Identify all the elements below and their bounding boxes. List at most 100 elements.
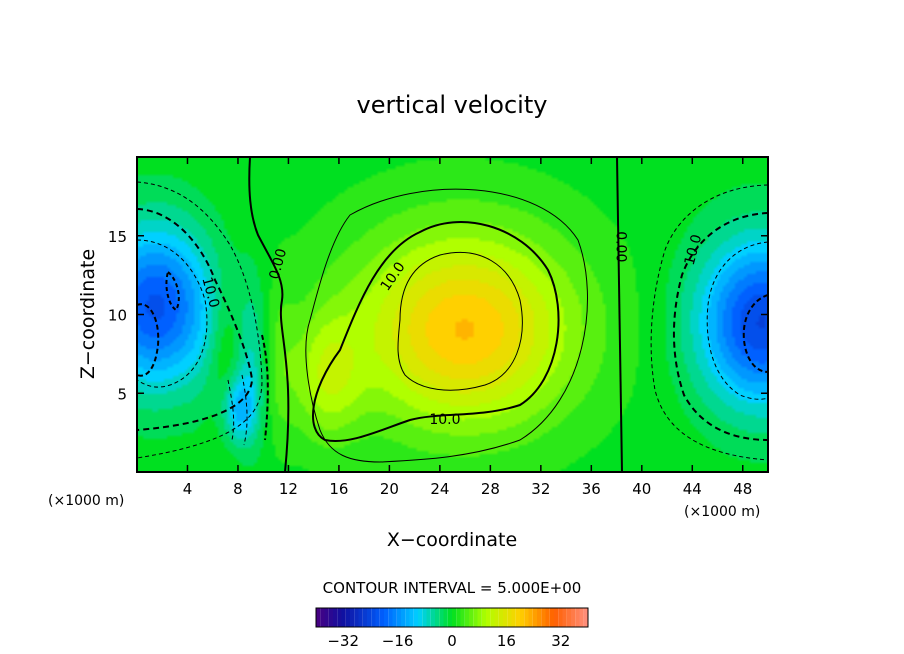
y-tick-label: 5: [117, 385, 127, 403]
colorbar-segment: [362, 607, 368, 628]
x-tick-label: 24: [430, 480, 449, 498]
colorbar-tick-label: 16: [497, 632, 516, 650]
colorbar-segment: [511, 608, 517, 627]
colorbar-segment: [460, 608, 466, 627]
colorbar-segment: [396, 607, 402, 628]
colorbar-segment: [337, 607, 343, 628]
updraft-contour-15: [397, 251, 523, 391]
band-contour-1: [227, 379, 235, 441]
chart-title: vertical velocity: [357, 91, 548, 119]
colorbar-segment: [473, 607, 479, 628]
x-tick-label: 8: [233, 480, 243, 498]
x-tick-label: 48: [733, 480, 752, 498]
y-tick-label: 15: [108, 228, 127, 246]
colorbar-segment: [367, 608, 372, 627]
colorbar-segment: [579, 608, 585, 627]
contour-label: 0.00: [612, 231, 628, 262]
colorbar-segment: [358, 608, 364, 627]
colorbar-segment: [409, 608, 415, 627]
colorbar-segment: [490, 607, 496, 628]
contour-label: 10.0: [198, 275, 222, 309]
colorbar: −32 −16 0 16 32: [315, 607, 589, 650]
colorbar-stripes: [315, 607, 589, 628]
colorbar-tick-label: 0: [447, 632, 457, 650]
colorbar-segment: [443, 608, 449, 627]
colorbar-segment: [350, 608, 355, 627]
colorbar-tick-label: −16: [382, 632, 414, 650]
y-axis-label: Z−coordinate: [77, 249, 99, 379]
colorbar-segment: [566, 607, 572, 628]
colorbar-segment: [316, 608, 321, 627]
colorbar-segment: [554, 608, 559, 627]
colorbar-segment: [520, 608, 525, 627]
x-tick-label: 16: [329, 480, 348, 498]
x-tick-label: 44: [683, 480, 702, 498]
downdraft-right-contour-15: [706, 241, 768, 400]
colorbar-tick-label: −32: [327, 632, 359, 650]
downdraft-left-contour-15: [137, 239, 208, 388]
colorbar-segment: [345, 607, 351, 628]
colorbar-segment: [532, 607, 538, 628]
colorbar-segment: [456, 607, 462, 628]
colorbar-segment: [477, 608, 483, 627]
contour-interval-note: CONTOUR INTERVAL = 5.000E+00: [323, 579, 582, 597]
x-axis-label: X−coordinate: [387, 529, 517, 551]
colorbar-segment: [469, 608, 474, 627]
contour-lines: [137, 157, 768, 472]
colorbar-ticks: −32 −16 0 16 32: [327, 632, 570, 650]
x-tick-label: 20: [380, 480, 399, 498]
zero-contour-right: [616, 157, 623, 472]
colorbar-segment: [447, 607, 453, 628]
colorbar-segment: [430, 607, 436, 628]
colorbar-segment: [401, 608, 406, 627]
colorbar-segment: [507, 607, 513, 628]
colorbar-segment: [549, 607, 555, 628]
colorbar-segment: [464, 607, 470, 628]
colorbar-segment: [392, 608, 398, 627]
colorbar-outline: [315, 607, 589, 628]
downdraft-left-contour-5: [137, 181, 263, 459]
x-tick-label: 40: [632, 480, 651, 498]
colorbar-segment: [481, 607, 487, 628]
colorbar-segment: [452, 608, 457, 627]
colorbar-segment: [341, 608, 347, 627]
downdraft-left-contour-10: [137, 208, 254, 431]
colorbar-tick-label: 32: [551, 632, 570, 650]
x-axis-ticks: 4 8 12 16 20 24 28 32 36 40 44 48: [183, 157, 752, 498]
colorbar-segment: [379, 607, 385, 628]
colorbar-segment: [541, 607, 547, 628]
colorbar-segment: [384, 608, 389, 627]
colorbar-segment: [562, 608, 568, 627]
colorbar-segment: [503, 608, 508, 627]
x-tick-label: 32: [531, 480, 550, 498]
colorbar-segment: [375, 608, 381, 627]
contour-label: 10.0: [429, 412, 460, 428]
colorbar-segment: [515, 607, 521, 628]
x-unit-right: (×1000 m): [684, 504, 760, 520]
downdraft-right-contour-10: [673, 212, 768, 441]
colorbar-segment: [486, 608, 491, 627]
y-tick-label: 10: [108, 307, 127, 325]
x-unit-left: (×1000 m): [48, 493, 124, 509]
colorbar-segment: [545, 608, 551, 627]
x-tick-label: 36: [582, 480, 601, 498]
x-tick-label: 4: [183, 480, 193, 498]
colorbar-segment: [328, 607, 334, 628]
colorbar-segment: [575, 607, 581, 628]
colorbar-segment: [571, 608, 576, 627]
colorbar-segment: [494, 608, 500, 627]
x-tick-label: 28: [481, 480, 500, 498]
colorbar-segment: [418, 608, 423, 627]
x-tick-label: 12: [279, 480, 298, 498]
colorbar-segment: [528, 608, 534, 627]
colorbar-segment: [435, 608, 440, 627]
updraft-contour-10: [312, 220, 560, 442]
downdraft-left-contour-20: [137, 303, 160, 377]
downdraft-right-contour-20: [742, 294, 768, 373]
colorbar-segment: [333, 608, 338, 627]
colorbar-segment: [388, 607, 394, 628]
downdraft-right-contour-5: [650, 184, 768, 461]
